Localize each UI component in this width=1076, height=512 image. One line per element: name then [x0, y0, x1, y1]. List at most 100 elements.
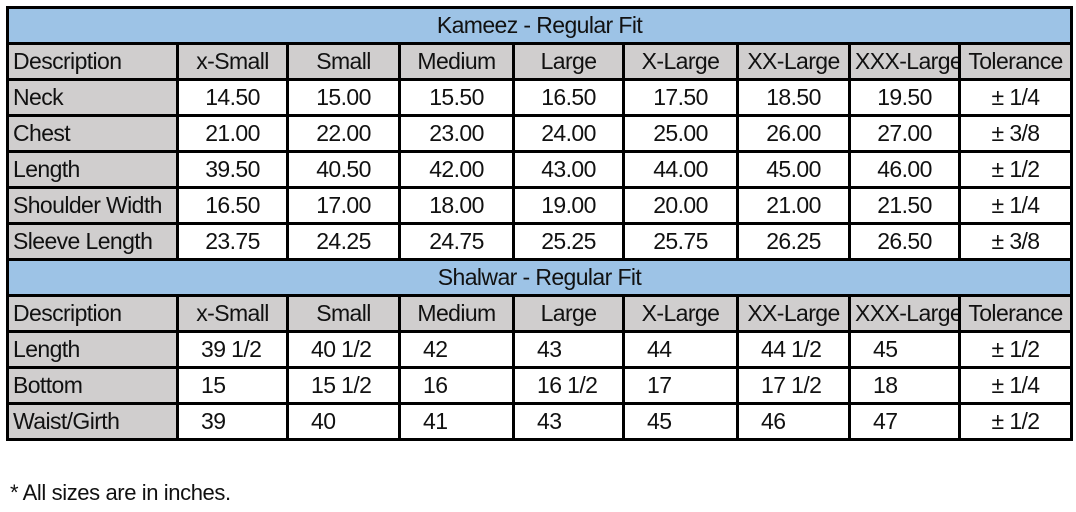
column-header: XXX-Large	[848, 294, 961, 333]
footnote: * All sizes are in inches.	[10, 480, 231, 505]
row-label: Sleeve Length	[6, 222, 179, 261]
column-header: Tolerance	[957, 294, 1074, 333]
measurement-cell: 25.25	[512, 222, 625, 261]
measurement-cell: 17.00	[286, 186, 401, 225]
tolerance-cell: ± 3/8	[957, 222, 1074, 261]
measurement-cell: 23.75	[176, 222, 289, 261]
tolerance-cell: ± 1/4	[957, 186, 1074, 225]
section-title: Kameez - Regular Fit	[5, 6, 1074, 45]
measurement-cell: 16	[398, 366, 515, 405]
measurement-cell: 21.50	[848, 186, 961, 225]
column-header: XX-Large	[736, 294, 851, 333]
table-row: Length 39 1/2 40 1/2 42 43 44 44 1/2 45 ± 1/2	[6, 330, 1074, 369]
measurement-cell: 17 1/2	[736, 366, 851, 405]
measurement-cell: 40	[286, 402, 401, 441]
row-label: Shoulder Width	[6, 186, 179, 225]
measurement-cell: 24.75	[398, 222, 515, 261]
column-header: x-Small	[176, 294, 289, 333]
measurement-cell: 20.00	[622, 186, 739, 225]
measurement-cell: 15.50	[398, 78, 515, 117]
section-title: Shalwar - Regular Fit	[5, 258, 1074, 297]
measurement-cell: 26.25	[736, 222, 851, 261]
column-header: Tolerance	[957, 42, 1074, 81]
header-row: Description x-Small Small Medium Large X-Larg…	[6, 42, 1074, 81]
section-title-row: Kameez - Regular Fit	[5, 6, 1074, 45]
column-header: X-Large	[622, 42, 739, 81]
measurement-cell: 21.00	[176, 114, 289, 153]
table-row: Sleeve Length 23.75 24.25 24.75 25.25 25.75 26…	[6, 222, 1074, 261]
measurement-cell: 24.00	[512, 114, 625, 153]
measurement-cell: 19.50	[848, 78, 961, 117]
measurement-cell: 46.00	[848, 150, 961, 189]
measurement-cell: 17	[622, 366, 739, 405]
row-label: Bottom	[6, 366, 179, 405]
tolerance-cell: ± 1/4	[957, 78, 1074, 117]
measurement-cell: 26.00	[736, 114, 851, 153]
measurement-cell: 46	[736, 402, 851, 441]
column-header: XXX-Large	[848, 42, 961, 81]
column-header: Large	[512, 294, 625, 333]
row-label: Length	[6, 150, 179, 189]
measurement-cell: 18.50	[736, 78, 851, 117]
tolerance-cell: ± 1/2	[957, 402, 1074, 441]
measurement-cell: 22.00	[286, 114, 401, 153]
measurement-cell: 18	[848, 366, 961, 405]
section-title-row: Shalwar - Regular Fit	[5, 258, 1074, 297]
measurement-cell: 45	[622, 402, 739, 441]
row-label: Length	[6, 330, 179, 369]
column-header: Small	[286, 42, 401, 81]
measurement-cell: 40 1/2	[286, 330, 401, 369]
measurement-cell: 40.50	[286, 150, 401, 189]
measurement-cell: 39	[176, 402, 289, 441]
measurement-cell: 23.00	[398, 114, 515, 153]
row-label: Waist/Girth	[6, 402, 179, 441]
measurement-cell: 25.00	[622, 114, 739, 153]
size-chart-body: Kameez - Regular Fit Description x-Small Sm…	[5, 6, 1074, 441]
size-chart-table: Kameez - Regular Fit Description x-Small Sm…	[5, 6, 1074, 441]
measurement-cell: 15.00	[286, 78, 401, 117]
measurement-cell: 24.25	[286, 222, 401, 261]
measurement-cell: 16.50	[512, 78, 625, 117]
column-header: x-Small	[176, 42, 289, 81]
measurement-cell: 44 1/2	[736, 330, 851, 369]
table-row: Shoulder Width 16.50 17.00 18.00 19.00 20.00 2…	[6, 186, 1074, 225]
measurement-cell: 39 1/2	[176, 330, 289, 369]
measurement-cell: 19.00	[512, 186, 625, 225]
measurement-cell: 41	[398, 402, 515, 441]
tolerance-cell: ± 3/8	[957, 114, 1074, 153]
measurement-cell: 39.50	[176, 150, 289, 189]
table-row: Chest 21.00 22.00 23.00 24.00 25.00 26.00 27.00…	[6, 114, 1074, 153]
measurement-cell: 43.00	[512, 150, 625, 189]
table-row: Neck 14.50 15.00 15.50 16.50 17.50 18.50 19.50 ±…	[6, 78, 1074, 117]
table-row: Length 39.50 40.50 42.00 43.00 44.00 45.00 46.0…	[6, 150, 1074, 189]
column-header: XX-Large	[736, 42, 851, 81]
measurement-cell: 45	[848, 330, 961, 369]
measurement-cell: 15 1/2	[286, 366, 401, 405]
column-header: Medium	[398, 294, 515, 333]
measurement-cell: 44.00	[622, 150, 739, 189]
table-row: Waist/Girth 39 40 41 43 45 46 47 ± 1/2	[6, 402, 1074, 441]
column-header: Small	[286, 294, 401, 333]
measurement-cell: 47	[848, 402, 961, 441]
measurement-cell: 43	[512, 330, 625, 369]
measurement-cell: 43	[512, 402, 625, 441]
measurement-cell: 16.50	[176, 186, 289, 225]
header-row: Description x-Small Small Medium Large X-Larg…	[6, 294, 1074, 333]
measurement-cell: 21.00	[736, 186, 851, 225]
tolerance-cell: ± 1/2	[957, 330, 1074, 369]
measurement-cell: 27.00	[848, 114, 961, 153]
measurement-cell: 42	[398, 330, 515, 369]
measurement-cell: 25.75	[622, 222, 739, 261]
table-row: Bottom 15 15 1/2 16 16 1/2 17 17 1/2 18 ± 1/4	[6, 366, 1074, 405]
measurement-cell: 14.50	[176, 78, 289, 117]
measurement-cell: 44	[622, 330, 739, 369]
measurement-cell: 16 1/2	[512, 366, 625, 405]
column-header: Description	[6, 294, 179, 333]
tolerance-cell: ± 1/4	[957, 366, 1074, 405]
column-header: Description	[6, 42, 179, 81]
measurement-cell: 17.50	[622, 78, 739, 117]
column-header: Large	[512, 42, 625, 81]
measurement-cell: 26.50	[848, 222, 961, 261]
column-header: X-Large	[622, 294, 739, 333]
measurement-cell: 45.00	[736, 150, 851, 189]
